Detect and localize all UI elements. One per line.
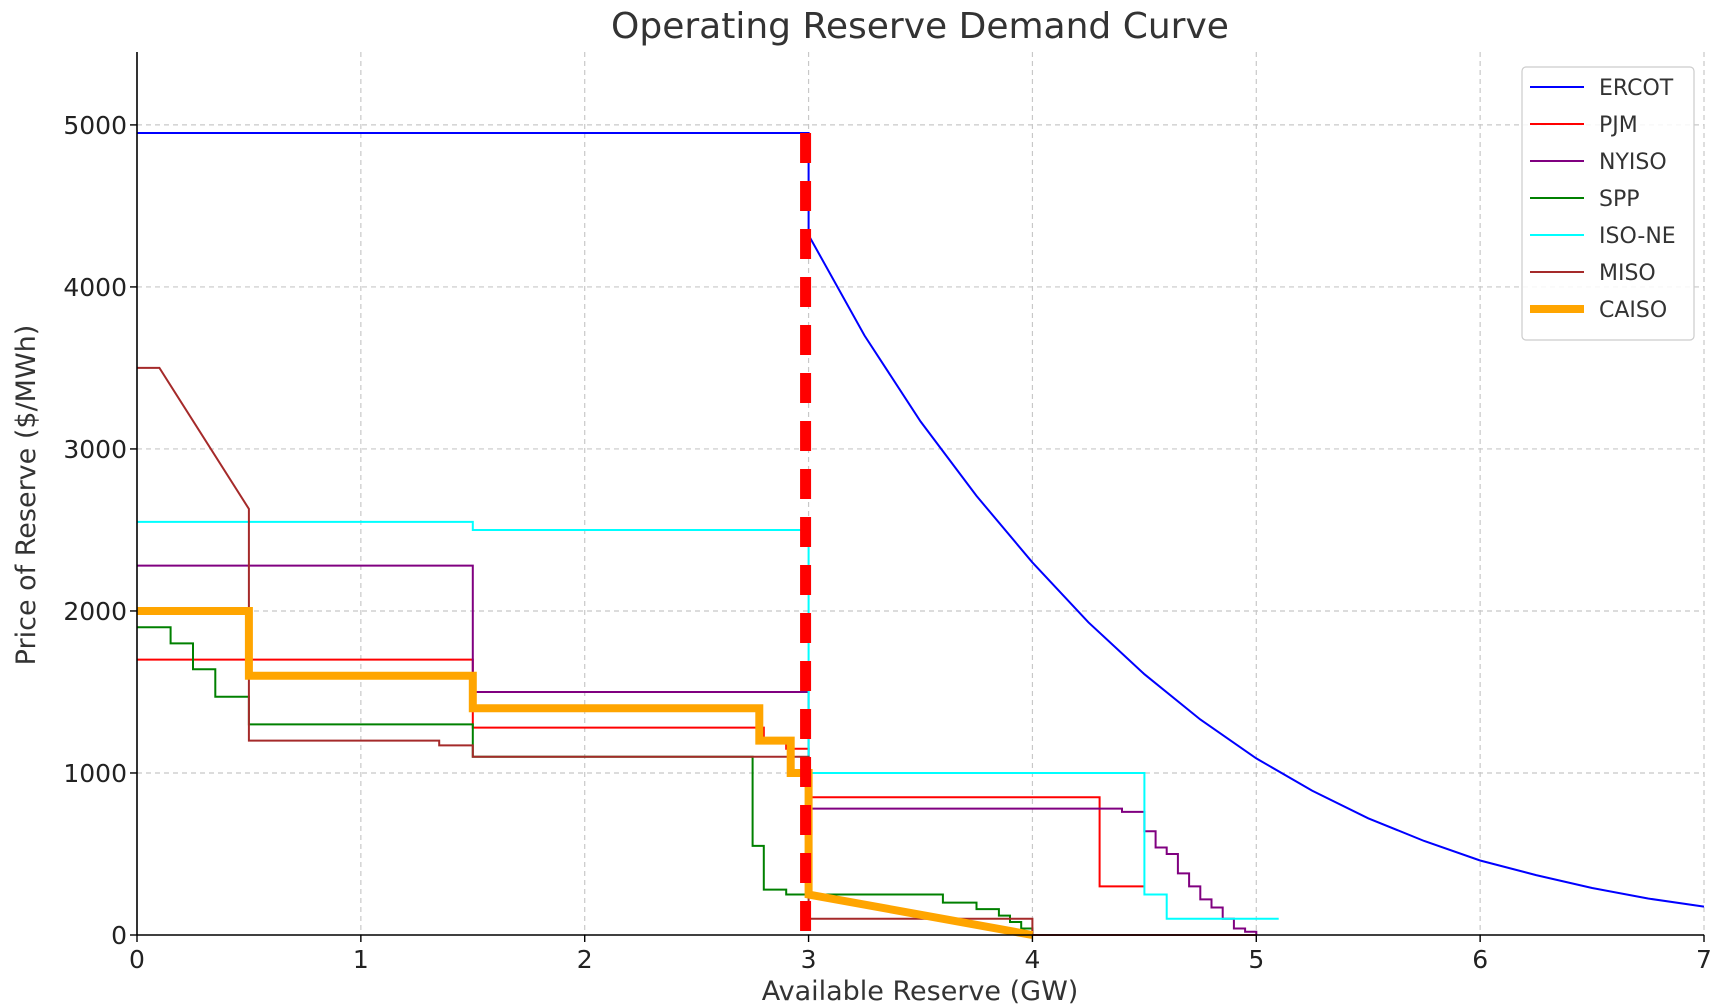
x-axis-label: Available Reserve (GW) — [762, 976, 1079, 1005]
legend-label-miso: MISO — [1599, 261, 1656, 286]
legend-label-spp: SPP — [1599, 187, 1640, 212]
axes: 0 1 2 3 4 5 6 7 0 1000 2000 3000 4000 5000 — [63, 52, 1712, 974]
chart-title: Operating Reserve Demand Curve — [611, 6, 1229, 47]
series-line-caiso — [137, 607, 1034, 939]
series-line-spp — [137, 626, 1034, 935]
legend-label-iso-ne: ISO-NE — [1599, 224, 1676, 249]
y-tick-label: 2000 — [63, 597, 127, 626]
x-tick-label: 4 — [1024, 945, 1040, 974]
x-tick-label: 1 — [353, 945, 369, 974]
series-line-nyiso — [137, 564, 1258, 935]
y-axis-label: Price of Reserve ($/MWh) — [11, 325, 42, 666]
x-tick-label: 2 — [577, 945, 593, 974]
legend-label-caiso: CAISO — [1599, 298, 1667, 323]
y-tick-label: 4000 — [63, 273, 127, 302]
series-line-pjm — [137, 658, 1145, 888]
legend-label-pjm: PJM — [1599, 113, 1638, 138]
y-tick-label: 0 — [111, 921, 127, 950]
grid — [137, 52, 1705, 935]
y-tick-label: 1000 — [63, 759, 127, 788]
x-tick-label: 3 — [801, 945, 817, 974]
x-tick-label: 6 — [1472, 945, 1488, 974]
y-tick-label: 5000 — [63, 111, 127, 140]
series-line-iso-ne — [137, 520, 1279, 920]
x-tick-label: 5 — [1248, 945, 1264, 974]
y-tick-label: 3000 — [63, 435, 127, 464]
series-layer — [137, 132, 1705, 939]
legend-label-ercot: ERCOT — [1599, 76, 1674, 101]
series-line-miso — [137, 366, 1257, 936]
x-tick-label: 0 — [129, 945, 145, 974]
legend: ERCOT PJM NYISO SPP ISO-NE MISO CAISO — [1521, 66, 1695, 341]
series-line-ercot — [137, 132, 1705, 908]
legend-label-nyiso: NYISO — [1599, 150, 1667, 175]
x-tick-label: 7 — [1696, 945, 1712, 974]
